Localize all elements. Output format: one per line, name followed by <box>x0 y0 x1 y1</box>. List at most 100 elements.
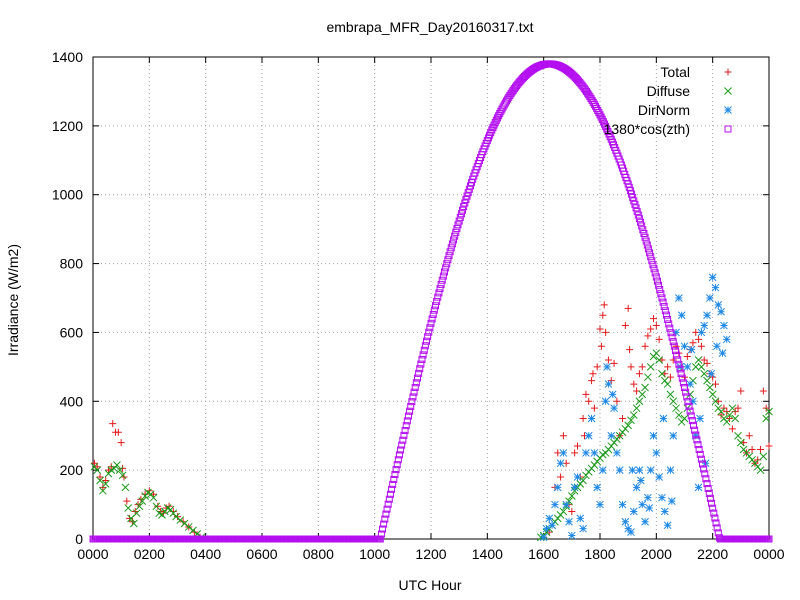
data-point <box>687 345 696 354</box>
y-tick-label: 400 <box>60 393 84 409</box>
data-point <box>557 473 565 481</box>
data-point <box>599 311 607 319</box>
legend-marker <box>724 68 732 76</box>
data-point <box>588 377 596 385</box>
data-point <box>610 359 618 367</box>
data-point <box>172 512 180 521</box>
data-point <box>700 369 709 378</box>
x-tick-label: 0600 <box>246 546 277 562</box>
data-point <box>553 483 562 492</box>
data-point <box>587 414 596 423</box>
data-point <box>641 517 649 526</box>
data-point <box>737 387 745 395</box>
data-point <box>639 226 647 234</box>
data-point <box>638 222 646 230</box>
data-point <box>655 356 664 364</box>
data-point <box>686 380 694 388</box>
data-point <box>598 115 606 123</box>
data-point <box>676 365 684 373</box>
data-point <box>709 504 717 512</box>
data-point <box>573 442 581 450</box>
data-point <box>93 466 102 474</box>
data-point <box>124 504 133 512</box>
data-point <box>653 277 661 285</box>
data-point <box>138 497 147 505</box>
data-point <box>643 241 651 249</box>
data-point <box>602 123 610 131</box>
data-point <box>646 466 655 474</box>
data-point <box>689 339 697 347</box>
data-point <box>433 297 441 305</box>
data-point <box>393 461 401 469</box>
data-point <box>418 355 426 363</box>
data-point <box>594 106 602 114</box>
data-point <box>593 363 601 371</box>
legend-label: DirNorm <box>638 102 690 118</box>
data-point <box>713 524 721 532</box>
y-tick-label: 1200 <box>52 118 83 134</box>
data-point <box>417 360 425 368</box>
data-point <box>582 390 590 398</box>
legend-marker <box>724 87 732 95</box>
legend-label: Total <box>660 64 690 80</box>
data-point <box>439 272 447 280</box>
data-point <box>688 417 696 425</box>
data-point <box>154 502 162 510</box>
data-point <box>590 449 599 457</box>
data-point <box>559 507 568 516</box>
data-point <box>714 301 723 309</box>
data-point <box>670 342 678 350</box>
data-point <box>633 207 641 215</box>
data-point <box>422 337 430 345</box>
series-0 <box>90 301 773 541</box>
data-point <box>392 466 400 474</box>
data-point <box>113 461 121 469</box>
data-point <box>619 415 627 422</box>
data-point <box>661 307 669 315</box>
data-point <box>596 111 604 119</box>
data-point <box>596 500 604 509</box>
data-point <box>712 519 720 527</box>
data-point <box>635 215 643 223</box>
data-point <box>96 473 104 481</box>
data-point <box>687 412 695 420</box>
data-point <box>149 493 158 502</box>
data-point <box>551 500 559 509</box>
legend-label: 1380*cos(zth) <box>604 121 690 137</box>
data-point <box>691 431 700 440</box>
data-point <box>708 390 717 399</box>
data-point <box>420 346 428 354</box>
data-point <box>690 421 698 429</box>
data-point <box>492 116 500 124</box>
data-point <box>597 113 605 121</box>
legend: Total Diffuse DirNorm 1380*cos(zth) <box>604 64 732 137</box>
data-point <box>659 298 667 306</box>
data-point <box>702 475 710 483</box>
data-point <box>613 397 621 405</box>
x-tick-label: 1800 <box>584 546 615 562</box>
data-point <box>404 412 412 420</box>
data-point <box>667 497 676 505</box>
data-point <box>675 360 683 368</box>
data-point <box>644 493 652 502</box>
data-point <box>745 432 753 440</box>
data-point <box>644 245 652 253</box>
data-point <box>646 249 654 257</box>
data-point <box>495 112 503 120</box>
data-point <box>660 302 668 310</box>
data-point <box>416 365 424 373</box>
data-point <box>641 383 649 392</box>
data-point <box>442 264 450 272</box>
data-point <box>545 514 554 523</box>
data-point <box>118 471 127 480</box>
data-point <box>765 442 773 450</box>
data-point <box>696 450 704 458</box>
data-point <box>176 516 185 524</box>
data-point <box>427 319 435 327</box>
data-point <box>725 411 734 419</box>
data-point <box>446 248 454 256</box>
data-point <box>621 517 630 526</box>
data-point <box>711 283 720 292</box>
y-tick-label: 0 <box>75 531 83 547</box>
data-point <box>644 373 652 382</box>
